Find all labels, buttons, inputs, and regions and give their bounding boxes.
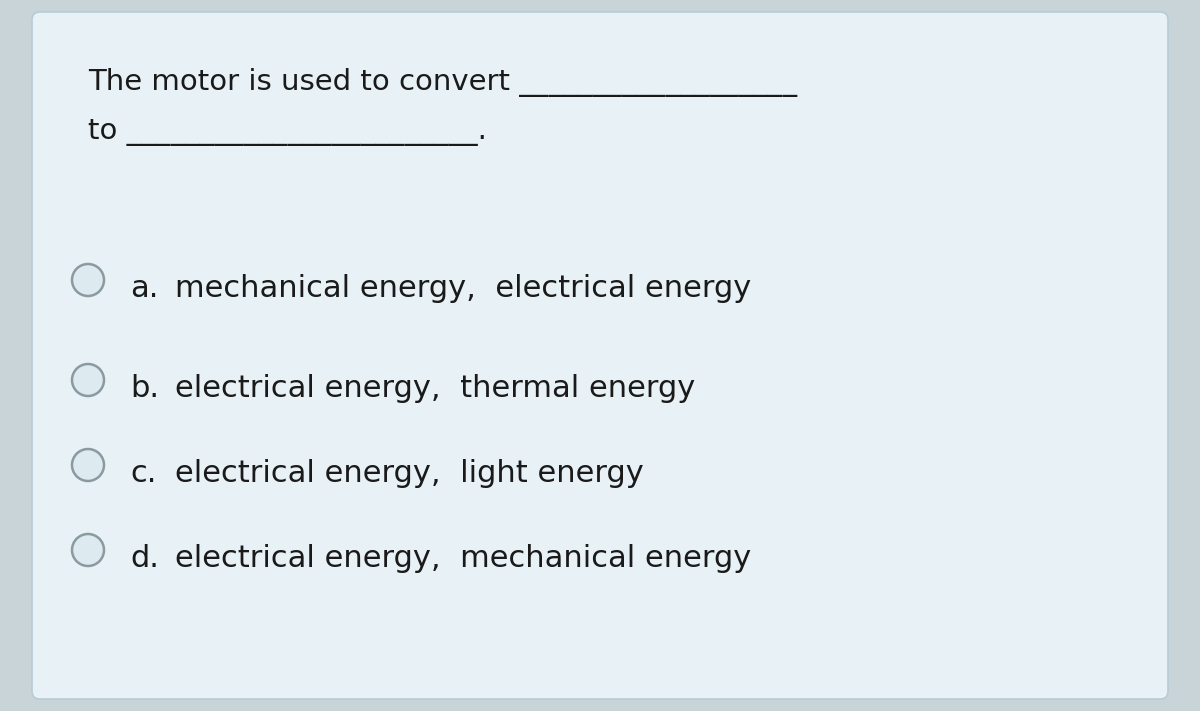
Text: electrical energy,  thermal energy: electrical energy, thermal energy (175, 374, 695, 403)
Circle shape (72, 364, 104, 396)
Circle shape (72, 264, 104, 296)
Text: d.: d. (130, 544, 158, 573)
Text: b.: b. (130, 374, 158, 403)
FancyBboxPatch shape (32, 12, 1168, 699)
Text: c.: c. (130, 459, 156, 488)
Text: electrical energy,  light energy: electrical energy, light energy (175, 459, 643, 488)
Circle shape (72, 534, 104, 566)
Text: mechanical energy,  electrical energy: mechanical energy, electrical energy (175, 274, 751, 303)
Text: a.: a. (130, 274, 158, 303)
Text: electrical energy,  mechanical energy: electrical energy, mechanical energy (175, 544, 751, 573)
Text: to ________________________.: to ________________________. (88, 118, 487, 146)
Text: The motor is used to convert ___________________: The motor is used to convert ___________… (88, 68, 797, 97)
Circle shape (72, 449, 104, 481)
